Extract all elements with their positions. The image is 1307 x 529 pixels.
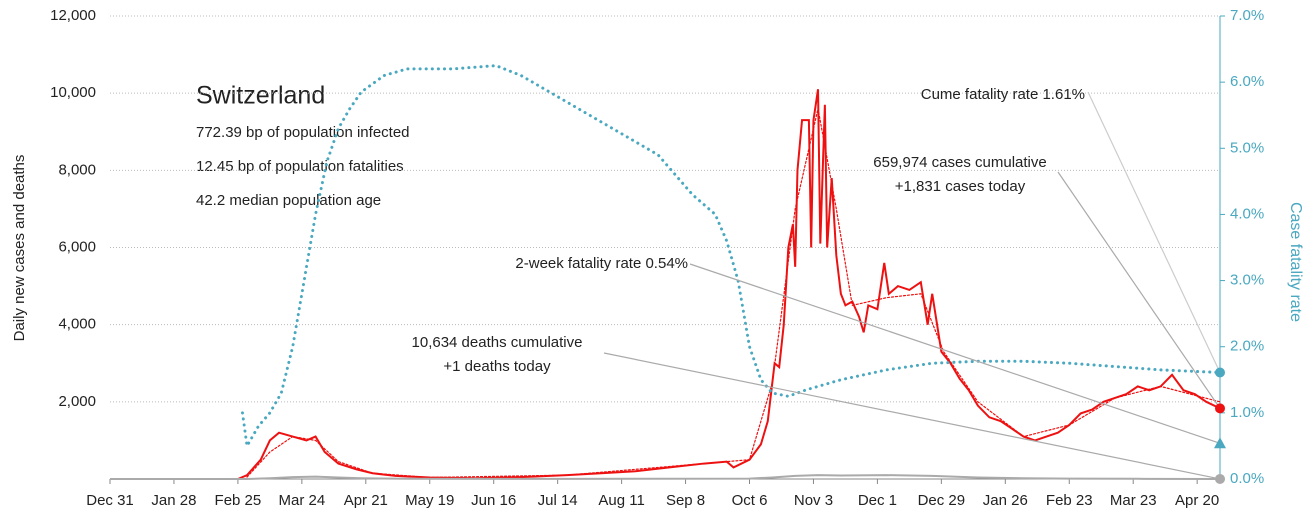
x-tick-label: Mar 23	[1110, 492, 1157, 509]
y2-tick-label: 1.0%	[1230, 404, 1264, 421]
x-tick-label: May 19	[405, 492, 454, 509]
marker	[1215, 473, 1225, 484]
y-tick-label: 10,000	[50, 84, 96, 101]
annotation: 10,634 deaths cumulative	[412, 334, 583, 351]
y2-tick-label: 2.0%	[1230, 338, 1264, 355]
subtitle: 12.45 bp of population fatalities	[196, 158, 404, 175]
x-tick-label: Jul 14	[538, 492, 578, 509]
series-line	[110, 474, 1221, 480]
leader-line	[1057, 171, 1221, 409]
x-tick-label: Jan 26	[983, 492, 1028, 509]
leader-line	[603, 352, 1221, 480]
annotation: +1 deaths today	[443, 358, 551, 375]
x-tick-label: Dec 31	[86, 492, 134, 509]
x-tick-label: Apr 20	[1175, 492, 1219, 509]
y-tick-label: 4,000	[58, 316, 96, 333]
subtitle: 772.39 bp of population infected	[196, 124, 410, 141]
y2-tick-label: 6.0%	[1230, 73, 1264, 90]
chart-title: Switzerland	[196, 82, 325, 110]
x-tick-label: Sep 8	[666, 492, 705, 509]
y-axis-label: Daily new cases and deaths	[11, 155, 28, 342]
y2-tick-label: 5.0%	[1230, 139, 1264, 156]
y2-tick-label: 3.0%	[1230, 272, 1264, 289]
x-tick-label: Mar 24	[279, 492, 326, 509]
leader-line	[689, 263, 1221, 444]
x-tick-label: Jan 28	[151, 492, 196, 509]
x-tick-label: Feb 25	[215, 492, 262, 509]
y2-tick-label: 0.0%	[1230, 470, 1264, 487]
annotation: +1,831 cases today	[895, 178, 1026, 195]
series-line	[240, 64, 1222, 451]
x-tick-label: Nov 3	[794, 492, 833, 509]
x-tick-label: Jun 16	[471, 492, 516, 509]
subtitle: 42.2 median population age	[196, 192, 381, 209]
marker	[1215, 403, 1225, 414]
x-tick-label: Feb 23	[1046, 492, 1093, 509]
y-tick-label: 12,000	[50, 7, 96, 24]
marker	[1214, 437, 1226, 449]
y-tick-label: 6,000	[58, 238, 96, 255]
series-line	[246, 108, 1221, 479]
x-tick-label: Apr 21	[344, 492, 388, 509]
y2-tick-label: 4.0%	[1230, 205, 1264, 222]
y2-axis-label: Case fatality rate	[1287, 202, 1304, 322]
x-tick-label: Dec 1	[858, 492, 897, 509]
x-tick-label: Aug 11	[598, 492, 644, 509]
y-tick-label: 2,000	[58, 393, 96, 410]
x-tick-label: Dec 29	[918, 492, 966, 509]
leader-line	[1087, 91, 1221, 373]
marker	[1215, 367, 1225, 378]
annotation: 2-week fatality rate 0.54%	[515, 255, 688, 272]
series-line	[110, 89, 1221, 480]
annotation: 659,974 cases cumulative	[873, 154, 1046, 171]
y2-tick-label: 7.0%	[1230, 7, 1264, 24]
y-tick-label: 8,000	[58, 161, 96, 178]
annotation: Cume fatality rate 1.61%	[921, 86, 1085, 103]
x-tick-label: Oct 6	[732, 492, 768, 509]
